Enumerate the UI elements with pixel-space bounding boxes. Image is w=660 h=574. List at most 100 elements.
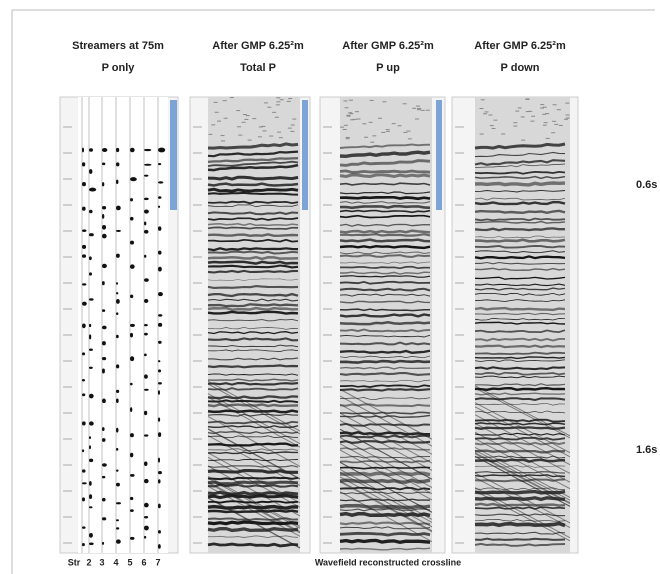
wiggle <box>89 298 94 301</box>
reflector <box>339 403 431 408</box>
reflector <box>474 519 566 522</box>
reflector <box>339 379 431 383</box>
reflector <box>208 535 299 539</box>
wiggle <box>144 374 148 379</box>
wiggle <box>89 494 93 499</box>
reflector <box>207 480 299 486</box>
noise <box>480 99 485 101</box>
reflector <box>207 160 299 167</box>
noise <box>525 111 530 113</box>
wiggle <box>82 393 86 397</box>
reflector <box>339 244 431 250</box>
reflector <box>339 209 431 214</box>
noise <box>292 118 297 120</box>
reflector <box>207 175 299 181</box>
diagonal-event <box>339 481 433 533</box>
reflector <box>207 217 299 221</box>
streamer-tick: 3 <box>99 557 104 567</box>
diagonal-event <box>339 449 433 501</box>
reflector <box>474 299 566 302</box>
wiggle <box>144 410 148 416</box>
wiggle <box>144 502 149 508</box>
reflector <box>207 431 299 435</box>
wiggle <box>158 292 163 297</box>
noise <box>565 114 570 116</box>
reflector <box>207 269 299 274</box>
wiggle <box>158 163 162 166</box>
reflector <box>474 321 566 325</box>
noise <box>513 125 518 127</box>
diagonal-event <box>339 491 433 543</box>
noise <box>348 112 353 114</box>
noise <box>279 99 284 101</box>
noise <box>350 119 355 121</box>
noise <box>521 139 526 141</box>
noise <box>261 125 266 127</box>
reflector <box>474 163 566 169</box>
wiggle <box>144 525 149 531</box>
reflector <box>207 142 299 150</box>
noise <box>276 97 281 99</box>
wiggle <box>102 162 106 166</box>
panel-subtitle: P up <box>376 62 400 74</box>
diagonal-event <box>207 383 301 435</box>
reflector <box>339 521 431 526</box>
panel-title: After GMP 6.25²m <box>342 40 434 52</box>
reflector <box>474 386 566 392</box>
wiggle <box>158 340 162 344</box>
reflector <box>207 292 299 298</box>
diagonal-event <box>207 396 301 448</box>
wiggle <box>116 179 119 185</box>
noise <box>372 135 377 137</box>
reflector <box>474 375 566 379</box>
noise <box>288 98 293 100</box>
reflector <box>339 173 431 179</box>
reflector <box>339 359 431 364</box>
wiggle <box>82 323 86 329</box>
reflector <box>474 351 566 356</box>
reflector <box>207 344 299 348</box>
wiggle <box>130 323 135 327</box>
noise <box>364 136 369 138</box>
wiggle <box>144 209 149 214</box>
noise <box>343 100 348 102</box>
wiggle <box>158 457 161 463</box>
noise <box>276 101 281 103</box>
noise <box>539 107 544 109</box>
reflector <box>207 191 299 196</box>
diagonal-event <box>339 443 433 495</box>
reflector <box>339 275 431 278</box>
noise <box>208 133 213 135</box>
wiggle <box>89 148 93 152</box>
diagonal-event <box>339 395 433 447</box>
wiggle <box>82 497 86 502</box>
reflector <box>339 355 431 359</box>
wiggle <box>89 256 92 261</box>
noise <box>484 111 489 113</box>
wiggle <box>144 163 152 166</box>
noise <box>222 100 227 102</box>
reflector <box>339 455 431 459</box>
wiggle <box>130 509 134 512</box>
wiggle <box>144 197 149 201</box>
reflector <box>339 204 431 210</box>
wiggle <box>102 147 108 153</box>
wiggle <box>89 421 94 426</box>
noise <box>244 118 249 120</box>
noise <box>491 127 496 129</box>
noise <box>552 104 557 106</box>
wiggle <box>102 182 105 187</box>
noise <box>245 115 250 117</box>
wiggle <box>158 479 161 484</box>
noise <box>220 135 225 137</box>
noise <box>479 108 484 110</box>
reflector <box>207 306 299 311</box>
wiggle <box>89 348 93 351</box>
reflector <box>474 329 566 334</box>
reflector <box>474 418 566 423</box>
wiggle <box>102 224 107 230</box>
reflector <box>474 283 566 287</box>
reflector <box>340 384 431 388</box>
wiggle <box>158 266 162 272</box>
wiggle <box>116 299 120 304</box>
